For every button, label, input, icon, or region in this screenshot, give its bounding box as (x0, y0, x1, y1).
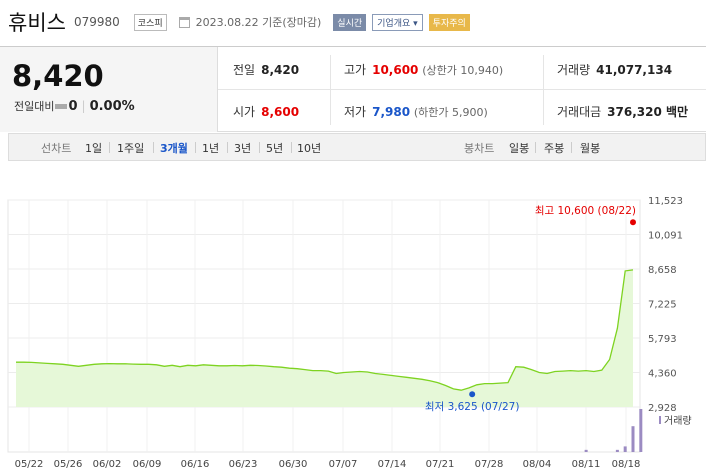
y-tick-label: 11,523 (648, 196, 683, 207)
realtime-button[interactable]: 실시간 (333, 13, 367, 31)
y-tick-label: 10,091 (648, 230, 683, 241)
open-cell: 시가 8,600 (233, 103, 299, 120)
prev-close-value: 8,420 (261, 63, 300, 77)
volume-legend-swatch (659, 416, 661, 424)
warning-badge: 투자주의 (428, 13, 470, 31)
volume-value: 41,077,134 (596, 63, 673, 77)
x-tick-label: 06/30 (279, 459, 308, 470)
calendar-icon (178, 16, 190, 28)
price-change: 전일대비 0 | 0.00% (14, 99, 135, 114)
volume-bar (639, 409, 643, 452)
candle-weekly[interactable]: 주봉 (544, 142, 565, 155)
line-chart-label: 선차트 (41, 142, 72, 155)
min-label: 최저 3,625 (07/27) (425, 401, 520, 413)
x-tick-label: 05/22 (15, 459, 44, 470)
company-info-label: 기업개요 (377, 18, 411, 29)
high-label: 고가 (344, 63, 367, 77)
company-info-dropdown[interactable]: 기업개요 ▾ (372, 13, 423, 31)
period-1y[interactable]: 1년 (202, 142, 220, 155)
current-price-box: 8,420 전일대비 0 | 0.00% (0, 47, 218, 132)
period-5y[interactable]: 5년 (266, 142, 284, 155)
low-cell: 저가 7,980 (하한가 5,900) (344, 103, 488, 120)
x-tick-label: 06/16 (181, 459, 210, 470)
open-label: 시가 (233, 105, 256, 119)
candle-chart-label: 봉차트 (464, 142, 495, 155)
high-cell: 고가 10,600 (상한가 10,940) (344, 61, 503, 78)
x-tick-label: 08/18 (612, 459, 641, 470)
prev-close-cell: 전일 8,420 (233, 61, 299, 78)
period-3y[interactable]: 3년 (234, 142, 252, 155)
volume-bar (584, 449, 588, 452)
x-tick-label: 07/21 (426, 459, 455, 470)
low-label: 저가 (344, 105, 367, 119)
volume-cell: 거래량 41,077,134 (557, 61, 672, 78)
y-tick-label: 8,658 (648, 265, 677, 276)
candle-monthly[interactable]: 월봉 (580, 142, 601, 155)
volume-bar (631, 426, 635, 452)
upper-limit: (상한가 10,940) (422, 64, 504, 77)
change-label: 전일대비 (14, 100, 55, 113)
title-row: 휴비스 079980 코스피 2023.08.22 기준(장마감) 실시간 기업… (8, 8, 470, 36)
y-tick-label: 2,928 (648, 403, 677, 414)
price-line (16, 269, 634, 391)
amount-value: 376,320 백만 (607, 105, 689, 119)
max-label: 최고 10,600 (08/22) (535, 205, 636, 217)
price-summary: 8,420 전일대비 0 | 0.00% 전일 8,420 고가 10,600 (상한가 … (0, 46, 706, 132)
caret-down-icon: ▾ (413, 18, 418, 29)
amount-label: 거래대금 (557, 105, 602, 119)
amount-cell: 거래대금 376,320 백만 (557, 103, 688, 120)
x-tick-label: 06/02 (93, 459, 122, 470)
x-tick-label: 08/04 (523, 459, 552, 470)
stock-name: 휴비스 (8, 11, 66, 35)
open-value: 8,600 (261, 105, 300, 119)
market-badge: 코스피 (133, 13, 167, 31)
x-tick-label: 06/23 (229, 459, 258, 470)
candle-daily[interactable]: 일봉 (509, 142, 530, 155)
stock-code: 079980 (73, 15, 120, 29)
date-text: 2023.08.22 기준(장마감) (195, 16, 322, 29)
low-value: 7,980 (372, 105, 411, 119)
period-bar: 선차트 1일 1주일 3개월 1년 3년 5년 10년 봉차트 일봉 주봉 월봉 (8, 133, 706, 161)
y-tick-label: 5,793 (648, 334, 677, 345)
x-tick-label: 08/11 (572, 459, 601, 470)
x-tick-label: 05/26 (54, 459, 83, 470)
period-10y[interactable]: 10년 (297, 142, 322, 155)
change-pct: 0.00% (89, 99, 135, 114)
min-marker (469, 391, 476, 398)
period-3m[interactable]: 3개월 (160, 142, 188, 155)
x-tick-label: 07/14 (378, 459, 407, 470)
change-value: 0 (68, 99, 78, 114)
period-1w[interactable]: 1주일 (117, 142, 145, 155)
y-tick-label: 4,360 (648, 369, 677, 380)
volume-frame (7, 406, 641, 453)
price-area (16, 269, 633, 407)
price-chart: 11,523 10,091 8,658 7,225 5,793 4,360 2,928 05/… (7, 196, 692, 470)
x-tick-label: 06/09 (133, 459, 162, 470)
max-marker (630, 219, 636, 226)
high-value: 10,600 (372, 63, 419, 77)
x-tick-label: 07/28 (475, 459, 504, 470)
y-tick-label: 7,225 (648, 300, 677, 311)
current-price: 8,420 (12, 59, 104, 93)
volume-bar (615, 449, 619, 452)
lower-limit: (하한가 5,900) (413, 106, 488, 119)
volume-legend-label: 거래량 (664, 415, 692, 427)
prev-close-label: 전일 (233, 63, 256, 77)
period-1d[interactable]: 1일 (85, 142, 103, 155)
volume-bar (623, 446, 627, 452)
volume-label: 거래량 (557, 63, 591, 77)
x-tick-label: 07/07 (329, 459, 358, 470)
flat-icon (55, 104, 68, 109)
